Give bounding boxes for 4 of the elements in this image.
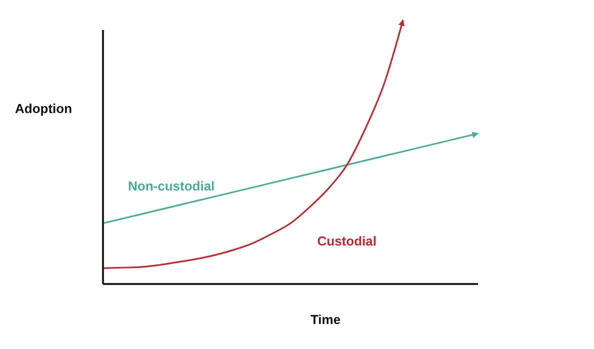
series-label: Custodial bbox=[317, 233, 376, 248]
series-label: Non-custodial bbox=[128, 178, 215, 194]
y-axis-title: Adoption bbox=[15, 101, 72, 116]
x-axis-title: Time bbox=[310, 312, 341, 327]
